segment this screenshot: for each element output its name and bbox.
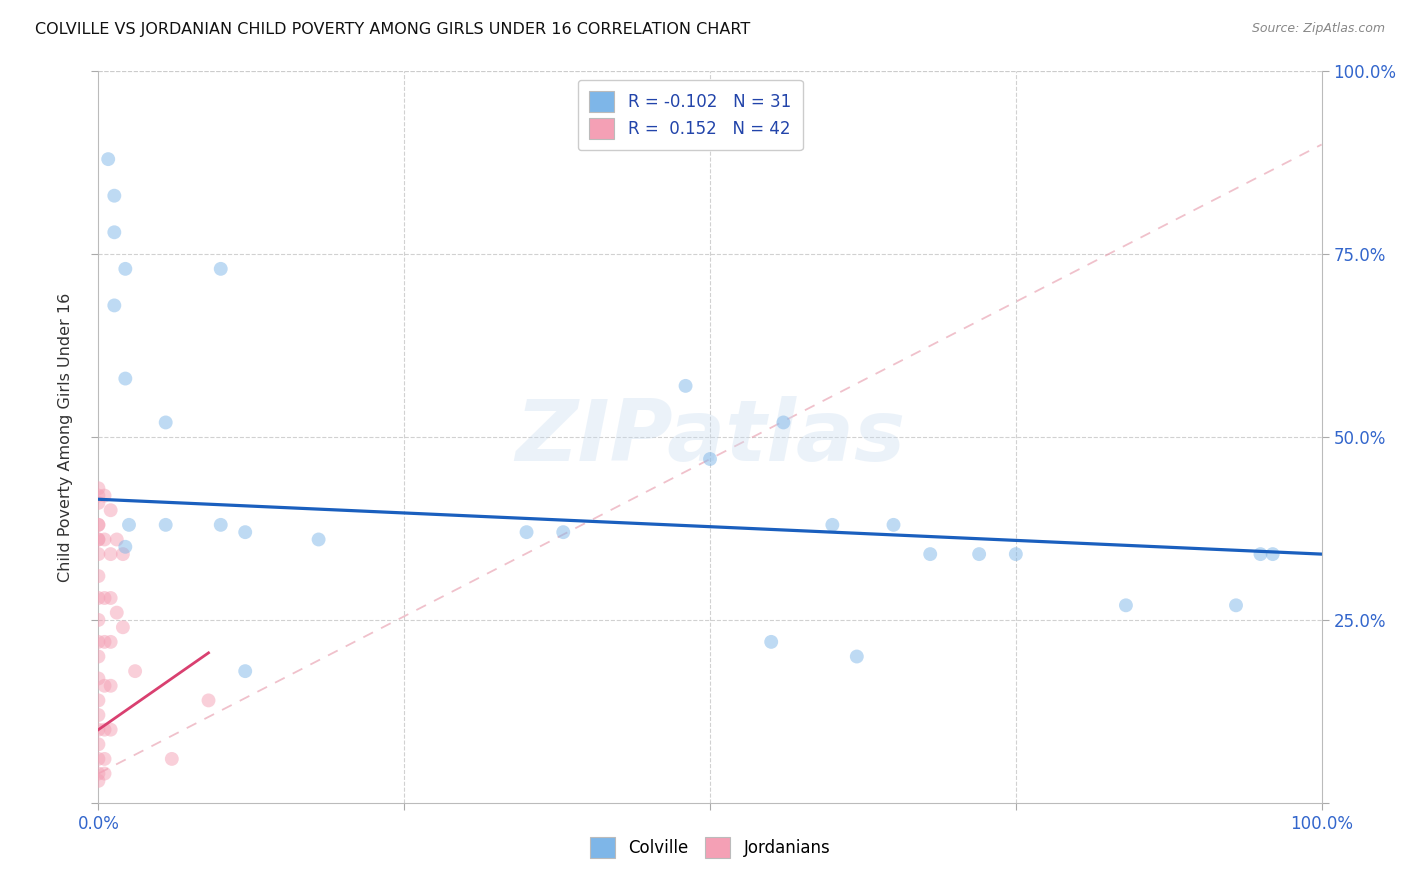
Point xyxy=(93,489,115,503)
Point xyxy=(845,649,868,664)
Point xyxy=(93,752,115,766)
Point xyxy=(93,635,115,649)
Point xyxy=(155,416,177,430)
Point xyxy=(1249,547,1271,561)
Point xyxy=(118,517,141,532)
Point xyxy=(699,452,721,467)
Point xyxy=(197,693,219,707)
Point xyxy=(515,525,537,540)
Point xyxy=(87,693,110,707)
Point xyxy=(105,606,128,620)
Point xyxy=(87,547,110,561)
Point xyxy=(87,591,110,605)
Point xyxy=(553,525,575,540)
Point xyxy=(87,489,110,503)
Point xyxy=(100,723,122,737)
Point xyxy=(87,649,110,664)
Point xyxy=(124,664,146,678)
Y-axis label: Child Poverty Among Girls Under 16: Child Poverty Among Girls Under 16 xyxy=(58,293,73,582)
Point xyxy=(100,679,122,693)
Point xyxy=(114,371,136,385)
Point xyxy=(93,766,115,780)
Point xyxy=(111,620,134,634)
Point xyxy=(821,517,844,532)
Point xyxy=(87,672,110,686)
Point xyxy=(87,766,110,780)
Point xyxy=(87,496,110,510)
Point xyxy=(87,533,110,547)
Point xyxy=(209,517,232,532)
Point xyxy=(114,540,136,554)
Point xyxy=(920,547,942,561)
Point xyxy=(97,152,120,166)
Point xyxy=(761,635,783,649)
Point xyxy=(209,261,232,276)
Point xyxy=(87,737,110,751)
Point xyxy=(308,533,330,547)
Point xyxy=(103,298,125,312)
Point xyxy=(772,416,794,430)
Point xyxy=(967,547,990,561)
Point xyxy=(160,752,183,766)
Text: Source: ZipAtlas.com: Source: ZipAtlas.com xyxy=(1251,22,1385,36)
Point xyxy=(93,591,115,605)
Point xyxy=(87,517,110,532)
Point xyxy=(87,752,110,766)
Point xyxy=(93,723,115,737)
Point xyxy=(1115,599,1137,613)
Point xyxy=(87,533,110,547)
Point xyxy=(87,569,110,583)
Point xyxy=(87,481,110,495)
Point xyxy=(103,188,125,202)
Text: ZIPatlas: ZIPatlas xyxy=(515,395,905,479)
Point xyxy=(233,664,256,678)
Point xyxy=(100,547,122,561)
Point xyxy=(87,773,110,788)
Point xyxy=(883,517,905,532)
Point xyxy=(114,261,136,276)
Point xyxy=(87,723,110,737)
Point xyxy=(87,708,110,723)
Legend: Colville, Jordanians: Colville, Jordanians xyxy=(579,827,841,868)
Point xyxy=(100,635,122,649)
Point xyxy=(1261,547,1284,561)
Text: COLVILLE VS JORDANIAN CHILD POVERTY AMONG GIRLS UNDER 16 CORRELATION CHART: COLVILLE VS JORDANIAN CHILD POVERTY AMON… xyxy=(35,22,751,37)
Point xyxy=(111,547,134,561)
Point xyxy=(105,533,128,547)
Point xyxy=(87,613,110,627)
Point xyxy=(233,525,256,540)
Point xyxy=(93,679,115,693)
Point xyxy=(1004,547,1026,561)
Point xyxy=(87,635,110,649)
Point xyxy=(93,533,115,547)
Point xyxy=(87,517,110,532)
Point xyxy=(103,225,125,239)
Point xyxy=(155,517,177,532)
Point xyxy=(100,503,122,517)
Point xyxy=(1225,599,1247,613)
Point xyxy=(675,379,697,393)
Point xyxy=(100,591,122,605)
